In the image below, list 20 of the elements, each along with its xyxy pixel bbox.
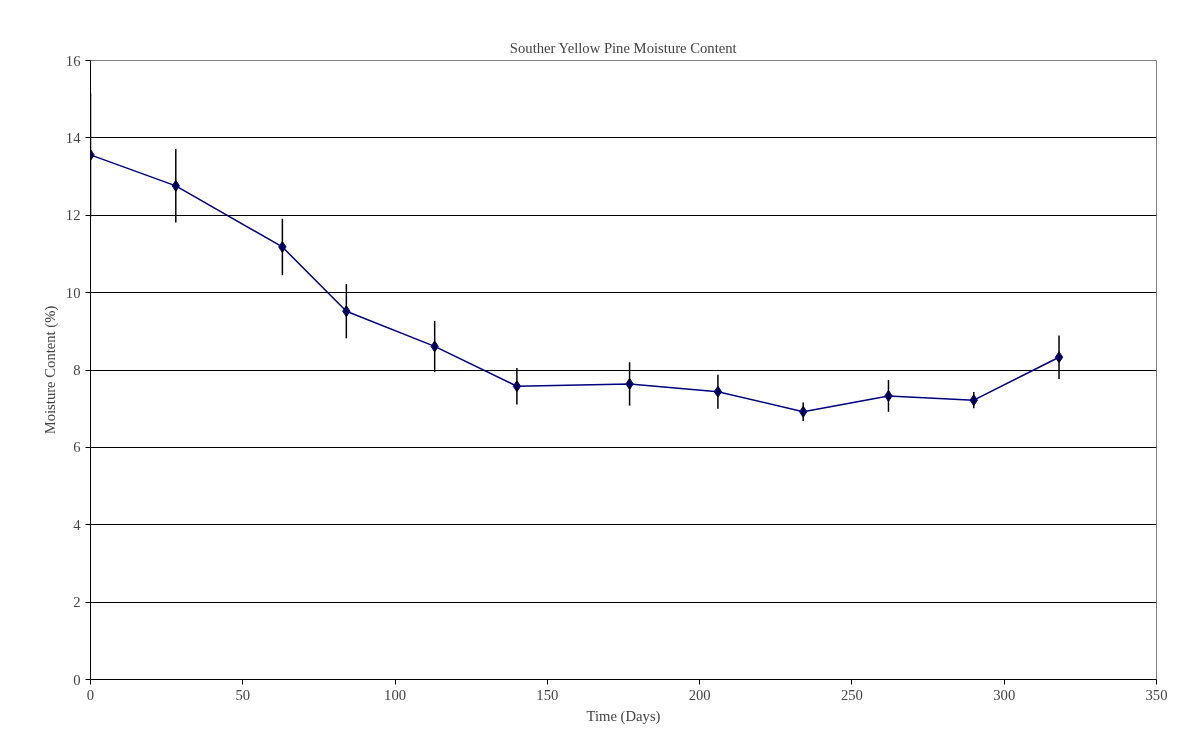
x-tick-label: 0 <box>86 686 95 703</box>
chart-title: Souther Yellow Pine Moisture Content <box>509 39 737 56</box>
y-tick-label: 8 <box>73 362 81 378</box>
y-tick-label: 6 <box>73 439 81 456</box>
x-tick-label: 350 <box>1145 686 1168 703</box>
y-tick-label: 12 <box>65 207 81 224</box>
y-tick-label: 14 <box>65 129 82 146</box>
y-tick-label: 16 <box>65 52 81 69</box>
x-tick-label: 250 <box>840 686 863 703</box>
y-tick-label: 0 <box>73 671 81 688</box>
x-tick-label: 150 <box>536 686 559 703</box>
y-tick-label: 4 <box>73 516 82 533</box>
y-tick-label: 10 <box>65 284 81 301</box>
x-tick-label: 200 <box>688 686 711 703</box>
y-tick-label: 2 <box>73 594 81 611</box>
x-tick-label: 50 <box>235 686 251 703</box>
x-axis-title: Time (Days) <box>586 707 661 725</box>
x-tick-label: 300 <box>993 686 1016 703</box>
y-axis-title: Moisture Content (%) <box>41 305 59 435</box>
x-tick-label: 100 <box>384 686 407 703</box>
